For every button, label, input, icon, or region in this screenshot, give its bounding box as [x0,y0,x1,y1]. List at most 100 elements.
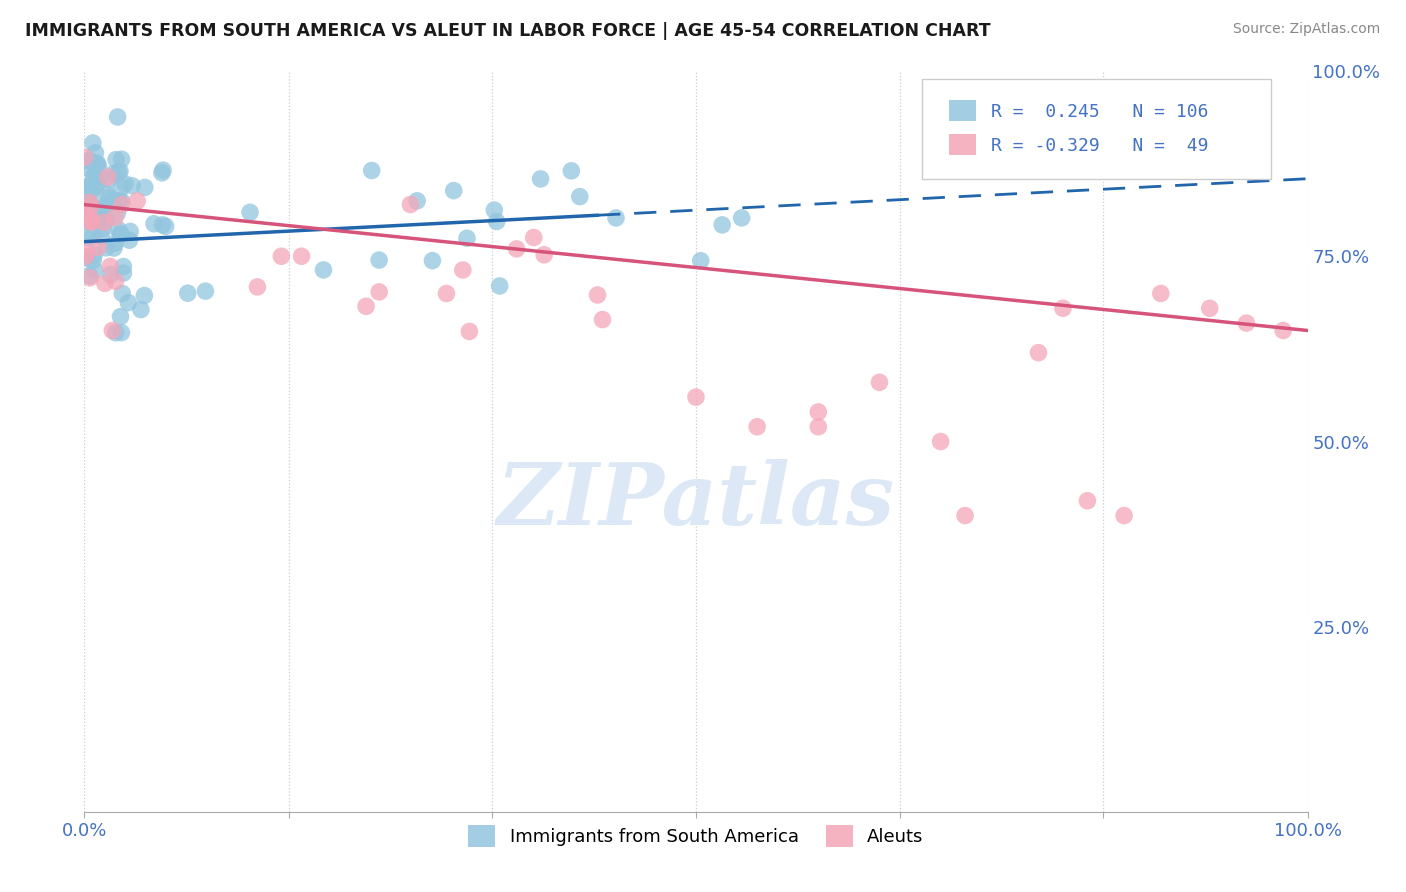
Point [592,312,614,326]
Point [443,184,465,198]
Point [104,235,127,250]
Point [117,295,139,310]
Point [368,285,391,299]
Point [77,161,100,176]
Point [290,249,312,263]
Point [82,136,104,150]
Point [82,229,104,244]
Point [406,194,429,208]
Point [77,186,100,200]
Point [953,508,976,523]
Point [177,286,200,301]
Point [93,215,115,229]
Point [586,288,609,302]
Text: R =  0.245   N = 106: R = 0.245 N = 106 [991,103,1208,121]
Point [134,180,156,194]
Point [107,110,129,124]
Point [711,218,734,232]
Point [354,299,377,313]
Point [79,268,101,283]
FancyBboxPatch shape [922,78,1271,178]
Point [101,324,124,338]
Point [96,186,118,201]
Point [87,176,110,190]
Point [107,165,129,179]
Point [488,279,510,293]
Point [75,181,97,195]
Point [87,240,110,254]
Point [79,270,101,285]
Point [111,197,134,211]
Point [86,158,108,172]
Point [98,268,121,282]
Point [458,325,481,339]
Point [98,260,121,274]
Point [77,208,100,222]
Point [1236,316,1258,330]
Point [1150,286,1173,301]
Point [104,326,127,340]
Point [77,154,100,169]
Point [529,172,551,186]
Point [77,185,100,199]
Point [134,288,156,302]
Point [77,231,100,245]
Point [121,178,143,193]
Point [127,194,149,208]
Point [451,263,474,277]
Point [75,251,97,265]
Text: IMMIGRANTS FROM SOUTH AMERICA VS ALEUT IN LABOR FORCE | AGE 45-54 CORRELATION CH: IMMIGRANTS FROM SOUTH AMERICA VS ALEUT I… [25,22,991,40]
Point [110,227,132,241]
Point [104,211,127,225]
Point [83,169,105,183]
Point [96,198,118,212]
Point [110,180,132,194]
Point [90,229,112,244]
Point [98,172,121,186]
Point [312,263,335,277]
Point [94,241,117,255]
Point [79,153,101,168]
Point [110,310,132,324]
Point [108,194,131,208]
Point [80,215,103,229]
Point [368,253,391,268]
Point [97,170,120,185]
Point [79,178,101,193]
Point [80,185,103,199]
Point [86,203,108,218]
Point [80,215,103,229]
Point [87,160,110,174]
Point [79,199,101,213]
Point [79,211,101,226]
Point [86,156,108,170]
Point [75,208,97,222]
Point [89,205,111,219]
Point [485,214,508,228]
Point [103,241,125,255]
Point [91,221,114,235]
Point [143,217,166,231]
Point [108,164,131,178]
Point [730,211,752,225]
Point [110,326,132,340]
Point [239,205,262,219]
Legend: Immigrants from South America, Aleuts: Immigrants from South America, Aleuts [461,818,931,855]
Point [929,434,952,449]
Text: R = -0.329   N =  49: R = -0.329 N = 49 [991,137,1208,155]
Point [112,266,135,280]
Text: Source: ZipAtlas.com: Source: ZipAtlas.com [1233,22,1381,37]
Point [246,280,269,294]
Point [110,194,132,208]
Point [1052,301,1074,316]
Point [399,197,422,211]
Point [807,419,830,434]
Bar [949,134,976,155]
Point [73,150,96,164]
Point [118,233,141,247]
Point [104,274,127,288]
Point [80,199,103,213]
Point [87,212,110,227]
Point [84,145,107,160]
Point [456,231,478,245]
